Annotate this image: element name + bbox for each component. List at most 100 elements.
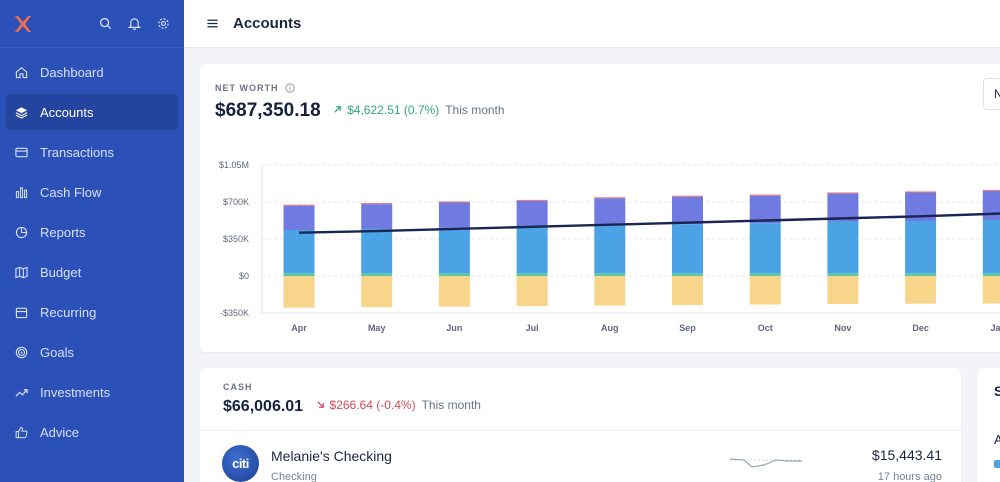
sidebar-item-advice[interactable]: Advice xyxy=(6,414,178,450)
bar-segment xyxy=(361,228,393,274)
net-worth-summary: NET WORTH $687,350.18 $4,622.51 (0.7%) T… xyxy=(215,83,505,122)
summary-card-row: A xyxy=(994,432,1000,447)
bar-segment xyxy=(749,194,781,196)
sidebar-item-label: Advice xyxy=(40,424,80,440)
cash-period: This month xyxy=(421,397,481,412)
sidebar-header xyxy=(0,0,184,48)
thumbs-up-icon xyxy=(15,426,28,438)
layers-icon xyxy=(15,106,28,119)
bar-segment xyxy=(672,224,703,274)
net-worth-change-value: $4,622.51 (0.7%) xyxy=(347,102,440,117)
account-balance: $15,443.41 xyxy=(871,447,942,463)
net-worth-chart: $1.05M $700K $350K $0 -$350K Apr May Jun Jul Aug S… xyxy=(219,160,1000,333)
bar-segment xyxy=(982,276,1000,304)
bar-segment xyxy=(905,221,937,274)
sidebar-item-label: Goals xyxy=(40,344,74,360)
net-worth-range-select[interactable]: N xyxy=(983,78,1000,110)
net-worth-card: NET WORTH $687,350.18 $4,622.51 (0.7%) T… xyxy=(200,64,1000,352)
sidebar-item-label: Budget xyxy=(40,264,82,280)
bar-segment xyxy=(438,201,470,203)
sidebar-item-dashboard[interactable]: Dashboard xyxy=(6,54,178,90)
x-tick-label: Sep xyxy=(679,323,696,333)
bar-segment xyxy=(438,273,470,276)
bell-icon[interactable] xyxy=(128,17,141,30)
net-worth-label: NET WORTH xyxy=(215,83,279,93)
bar-segment xyxy=(905,191,937,193)
bar-segment xyxy=(905,276,937,304)
bar-segment xyxy=(672,276,703,306)
sidebar-item-investments[interactable]: Investments xyxy=(6,374,178,410)
bar-chart-icon xyxy=(15,186,28,198)
bar-segment xyxy=(672,273,703,276)
x-tick-label: Jan xyxy=(991,323,1000,333)
app-logo-icon[interactable] xyxy=(14,15,32,33)
gear-icon[interactable] xyxy=(157,17,170,30)
summary-card: S A xyxy=(977,368,1000,482)
bar-segment xyxy=(283,276,315,308)
bar-segment xyxy=(749,273,781,276)
sidebar-item-label: Cash Flow xyxy=(40,184,102,200)
bar-segment xyxy=(361,203,393,205)
calendar-icon xyxy=(15,307,28,318)
sidebar-item-cash-flow[interactable]: Cash Flow xyxy=(6,174,178,210)
x-tick-label: May xyxy=(368,323,386,333)
info-icon[interactable] xyxy=(284,83,295,93)
bar-segment xyxy=(283,273,315,276)
account-sparkline xyxy=(730,458,802,468)
cash-card: CASH $66,006.01 $266.64 (-0.4%) This mon… xyxy=(200,368,961,482)
page-header: Accounts xyxy=(184,0,1000,48)
bar-segment xyxy=(438,227,470,274)
summary-card-title: S xyxy=(994,383,1000,399)
bar-segment xyxy=(827,192,859,194)
cash-summary: CASH $66,006.01 $266.64 (-0.4%) This mon… xyxy=(223,382,481,416)
bar-segment xyxy=(361,204,393,229)
bar-segment xyxy=(594,197,626,199)
cash-change-value: $266.64 (-0.4%) xyxy=(329,397,416,412)
bar-segment xyxy=(594,276,626,306)
bar-segment xyxy=(749,223,781,274)
net-worth-label-row: NET WORTH xyxy=(215,83,505,93)
pie-chart-icon xyxy=(15,226,28,238)
home-icon xyxy=(15,66,28,78)
bar-segment xyxy=(438,202,470,228)
bar-segment xyxy=(905,273,937,276)
bar-segment xyxy=(516,276,548,307)
bank-logo: citi xyxy=(222,445,259,482)
sidebar-nav: Dashboard Accounts Transactions Cash Flo… xyxy=(0,48,184,450)
bar-segment xyxy=(827,193,859,222)
bar-segment xyxy=(516,199,548,201)
bar-segment xyxy=(516,226,548,274)
map-icon xyxy=(15,266,28,278)
sidebar-item-recurring[interactable]: Recurring xyxy=(6,294,178,330)
sidebar-item-transactions[interactable]: Transactions xyxy=(6,134,178,170)
sidebar-item-reports[interactable]: Reports xyxy=(6,214,178,250)
sidebar-item-accounts[interactable]: Accounts xyxy=(6,94,178,130)
bar-segment xyxy=(594,273,626,276)
bar-segment xyxy=(594,225,626,274)
x-tick-label: Oct xyxy=(758,323,773,333)
sidebar-item-label: Transactions xyxy=(40,144,114,160)
sidebar: Dashboard Accounts Transactions Cash Flo… xyxy=(0,0,184,482)
y-tick-label: $700K xyxy=(223,197,249,207)
bar-segment xyxy=(982,273,1000,276)
bar-segment xyxy=(827,221,859,274)
trend-line xyxy=(298,212,1000,234)
account-row[interactable]: citi Melanie's Checking Checking $15,443… xyxy=(200,431,961,482)
page-title: Accounts xyxy=(233,15,302,32)
sidebar-item-budget[interactable]: Budget xyxy=(6,254,178,290)
bar-segment xyxy=(749,276,781,305)
account-name: Melanie's Checking xyxy=(271,448,392,464)
bar-segment xyxy=(516,200,548,227)
arrow-down-right-icon xyxy=(316,401,324,408)
x-tick-label: Nov xyxy=(834,323,851,333)
bar-segment xyxy=(594,198,626,226)
bar-segment xyxy=(982,190,1000,220)
y-tick-label: $1.05M xyxy=(219,160,249,170)
net-worth-value: $687,350.18 xyxy=(215,100,321,121)
trending-up-icon xyxy=(15,388,28,397)
menu-icon[interactable] xyxy=(206,17,219,30)
x-tick-label: Jun xyxy=(446,323,462,333)
search-icon[interactable] xyxy=(99,17,112,30)
net-worth-period: This month xyxy=(445,102,505,117)
sidebar-item-goals[interactable]: Goals xyxy=(6,334,178,370)
